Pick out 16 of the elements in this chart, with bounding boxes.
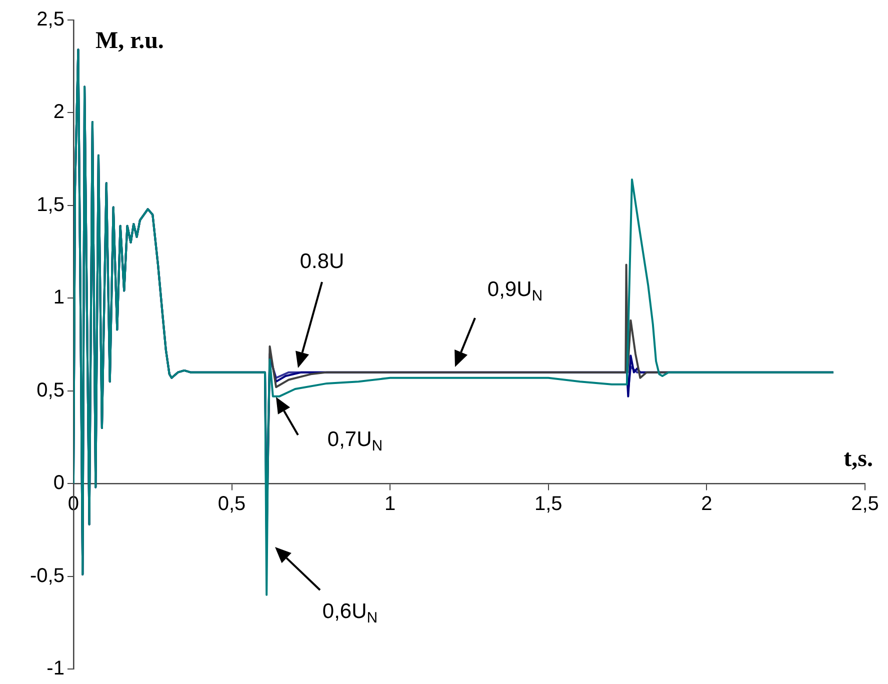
y-tick-label: -0,5 (30, 564, 64, 587)
y-tick-label: -1 (46, 658, 64, 680)
x-axis-title: t,s. (844, 446, 873, 472)
x-tick-label: 2,5 (851, 493, 879, 516)
annotation: 0.8U (300, 250, 344, 273)
y-tick-label: 0,5 (36, 379, 64, 402)
y-tick-label: 1 (53, 286, 64, 309)
y-tick-label: 0 (53, 472, 64, 494)
y-tick-label: 2,5 (36, 8, 64, 31)
y-tick-label: 2 (53, 101, 64, 124)
x-tick-label: 1 (384, 493, 396, 516)
y-tick-label: 1,5 (36, 194, 64, 216)
x-tick-label: 2 (701, 493, 712, 516)
y-axis-title: M, r.u. (95, 28, 164, 54)
x-tick-label: 1,5 (534, 493, 562, 516)
x-tick-label: 0,5 (218, 493, 246, 516)
